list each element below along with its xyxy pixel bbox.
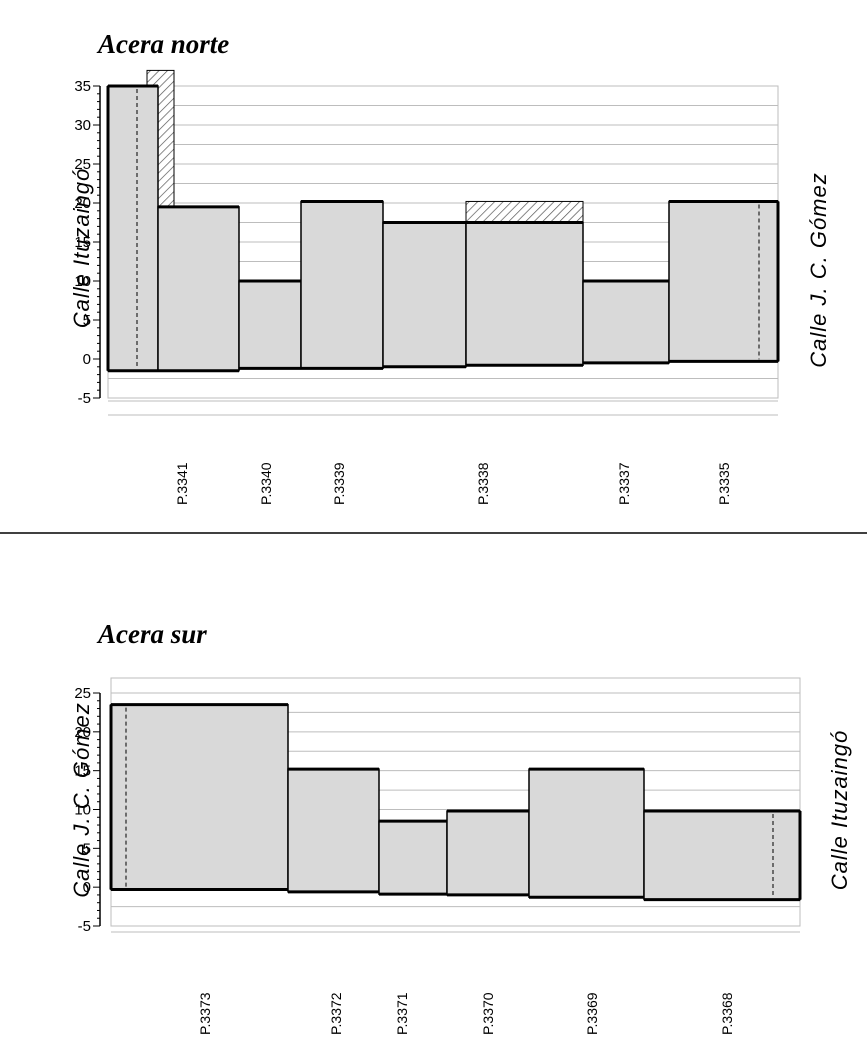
lot-bar: [238, 280, 302, 370]
bars: [109, 703, 802, 902]
y-tick-label: 10: [74, 802, 91, 819]
lot-bar: [382, 221, 467, 368]
lot-bar: [465, 221, 584, 366]
y-tick-label: 0: [83, 879, 91, 896]
y-axis: 25 20 15 10 5 0 -5: [74, 685, 101, 935]
y-tick-label: -5: [78, 390, 91, 407]
y-tick-label: 30: [74, 117, 91, 134]
chart-title: Acera sur: [96, 619, 207, 649]
y-tick-label: 25: [74, 156, 91, 173]
lot-label: P.3338: [475, 462, 491, 505]
lot-bar: [582, 280, 670, 364]
lot-bar: [110, 703, 289, 891]
y-tick-label: 0: [83, 351, 91, 368]
lot-labels: P.3373 P.3372 P.3371 P.3370 P.3369 P.3368: [197, 992, 735, 1035]
bars: [106, 69, 780, 373]
lot-bar: [528, 768, 645, 899]
right-street-label: Calle J. C. Gómez: [806, 172, 831, 368]
y-tick-label: 10: [74, 273, 91, 290]
lot-labels: P.3341 P.3340 P.3339 P.3338 P.3337 P.3335: [174, 462, 732, 505]
y-tick-label: -5: [78, 918, 91, 935]
lot-label: P.3335: [716, 462, 732, 505]
y-tick-label: 5: [83, 312, 91, 329]
lot-label: P.3369: [584, 992, 600, 1035]
lot-bar: [287, 768, 380, 893]
lot-label: P.3337: [616, 462, 632, 505]
y-tick-label: 15: [74, 234, 91, 251]
lot-label: P.3370: [480, 992, 496, 1035]
chart-title: Acera norte: [96, 29, 229, 59]
lot-bar: [643, 810, 801, 901]
lot-bar: [157, 206, 240, 372]
lot-label: P.3372: [328, 992, 344, 1035]
y-tick-label: 25: [74, 685, 91, 702]
y-tick-label: 5: [83, 840, 91, 857]
lot-label: P.3339: [331, 462, 347, 505]
y-tick-label: 35: [74, 78, 91, 95]
lot-bar: [378, 820, 448, 895]
y-tick-label: 15: [74, 763, 91, 780]
left-street-label: Calle Ituzaingó: [69, 168, 94, 329]
lot-bar: [107, 85, 159, 372]
left-street-label: Calle J. C. Gómez: [69, 702, 94, 898]
lot-label: P.3373: [197, 992, 213, 1035]
hatched-extension: [465, 200, 584, 224]
y-axis: 35 30 25 20 15 10 5 0 -5: [74, 78, 101, 407]
lot-label: P.3341: [174, 462, 190, 505]
right-street-label: Calle Ituzaingó: [827, 730, 852, 891]
lot-bar: [446, 810, 530, 896]
lot-bar: [300, 200, 384, 370]
lot-label: P.3368: [719, 992, 735, 1035]
lot-bar: [668, 200, 779, 363]
y-tick-label: 20: [74, 724, 91, 741]
lot-label: P.3340: [258, 462, 274, 505]
lot-label: P.3371: [394, 992, 410, 1035]
y-tick-label: 20: [74, 195, 91, 212]
